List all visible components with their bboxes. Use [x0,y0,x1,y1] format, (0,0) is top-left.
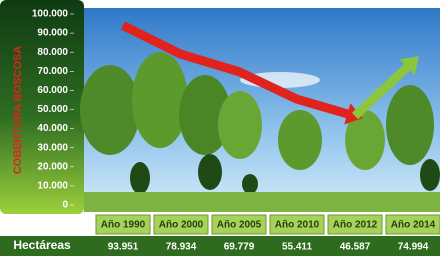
y-tick-label: 30.000 [37,142,68,153]
x-tick-label: Año 2005 [217,220,262,231]
y-tick-label: 60.000 [37,85,68,96]
x-tick-label: Año 2014 [391,220,436,231]
row-label: Hectáreas [13,238,71,252]
value-label: 78.934 [166,242,197,253]
value-label: 69.779 [224,242,255,253]
value-label: 74.994 [398,242,429,253]
value-label: 46.587 [340,242,371,253]
y-tick-label: 70.000 [37,66,68,77]
x-tick-label: Año 2000 [159,220,204,231]
y-tick-label: 20.000 [37,161,68,172]
y-tick-label: 50.000 [37,104,68,115]
x-tick-label: Año 2012 [333,220,378,231]
y-tick-label: 100.000 [32,9,69,20]
chart: COBERTURA BOSCOSA Hectáreas 0 10.000 20.00… [0,0,440,256]
y-tick-label: 40.000 [37,123,68,134]
y-tick-label: 90.000 [37,28,68,39]
value-label: 55.411 [282,242,312,253]
x-tick-label: Año 2010 [275,220,320,231]
y-axis-label: COBERTURA BOSCOSA [12,46,24,175]
y-tick-label: 10.000 [37,181,68,192]
y-tick-label: 80.000 [37,47,68,58]
value-label: 93.951 [108,242,139,253]
x-tick-label: Año 1990 [101,220,146,231]
y-tick-label: 0 [62,200,68,211]
